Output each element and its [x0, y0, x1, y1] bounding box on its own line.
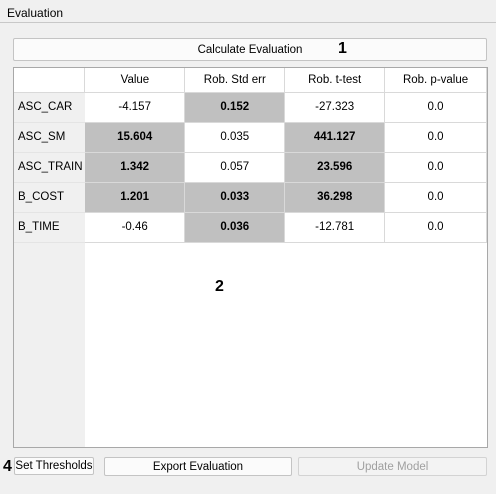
annotation-2: 2 [215, 278, 224, 296]
panel-title: Evaluation [7, 6, 63, 20]
row-header[interactable]: B_TIME [14, 212, 85, 242]
table-cell[interactable]: 0.0 [385, 92, 487, 122]
table-corner [14, 68, 85, 92]
table-cell[interactable]: 1.201 [85, 182, 185, 212]
table-cell[interactable]: 0.0 [385, 212, 487, 242]
results-table[interactable]: Value Rob. Std err Rob. t-test Rob. p-va… [13, 67, 488, 448]
table-cell[interactable]: 23.596 [285, 152, 385, 182]
table-cell[interactable]: 0.036 [185, 212, 285, 242]
table-cell[interactable]: -0.46 [85, 212, 185, 242]
annotation-4: 4 [3, 458, 12, 476]
table-cell[interactable]: -12.781 [285, 212, 385, 242]
table-cell[interactable]: -4.157 [85, 92, 185, 122]
table-cell[interactable]: 0.152 [185, 92, 285, 122]
results-grid: Value Rob. Std err Rob. t-test Rob. p-va… [14, 68, 487, 243]
table-row: ASC_SM 15.604 0.035 441.127 0.0 [14, 122, 487, 152]
row-header[interactable]: B_COST [14, 182, 85, 212]
set-thresholds-button[interactable]: Set Thresholds [14, 457, 94, 475]
update-model-button[interactable]: Update Model [298, 457, 487, 476]
row-header[interactable]: ASC_CAR [14, 92, 85, 122]
column-header-value[interactable]: Value [85, 68, 185, 92]
table-row: B_COST 1.201 0.033 36.298 0.0 [14, 182, 487, 212]
table-row: ASC_CAR -4.157 0.152 -27.323 0.0 [14, 92, 487, 122]
calculate-evaluation-button[interactable]: Calculate Evaluation [13, 38, 487, 61]
table-cell[interactable]: 0.0 [385, 182, 487, 212]
table-row: ASC_TRAIN 1.342 0.057 23.596 0.0 [14, 152, 487, 182]
table-cell[interactable]: 441.127 [285, 122, 385, 152]
column-header-t-test[interactable]: Rob. t-test [285, 68, 385, 92]
table-cell[interactable]: 1.342 [85, 152, 185, 182]
table-header-row: Value Rob. Std err Rob. t-test Rob. p-va… [14, 68, 487, 92]
table-cell[interactable]: 0.0 [385, 152, 487, 182]
header-divider [0, 22, 496, 23]
table-cell[interactable]: -27.323 [285, 92, 385, 122]
table-cell[interactable]: 0.057 [185, 152, 285, 182]
table-row: B_TIME -0.46 0.036 -12.781 0.0 [14, 212, 487, 242]
table-cell[interactable]: 0.033 [185, 182, 285, 212]
column-header-std-err[interactable]: Rob. Std err [185, 68, 285, 92]
row-header[interactable]: ASC_TRAIN [14, 152, 85, 182]
table-cell[interactable]: 36.298 [285, 182, 385, 212]
annotation-1: 1 [338, 40, 347, 58]
table-cell[interactable]: 15.604 [85, 122, 185, 152]
table-cell[interactable]: 0.035 [185, 122, 285, 152]
table-cell[interactable]: 0.0 [385, 122, 487, 152]
column-header-p-value[interactable]: Rob. p-value [385, 68, 487, 92]
export-evaluation-button[interactable]: Export Evaluation [104, 457, 292, 476]
row-header[interactable]: ASC_SM [14, 122, 85, 152]
